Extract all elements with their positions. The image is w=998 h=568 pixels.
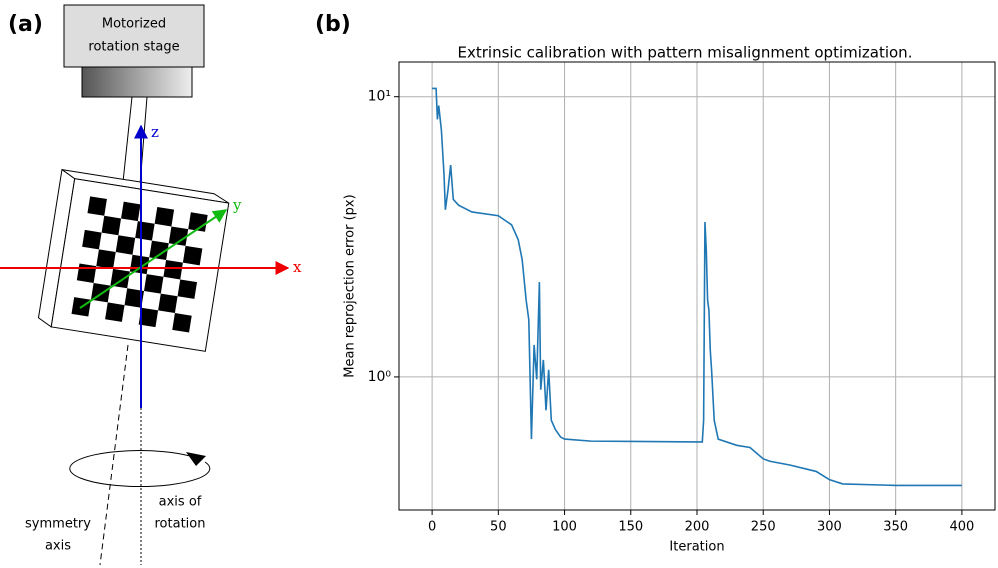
axis-label: z xyxy=(151,123,159,141)
check xyxy=(182,245,203,266)
motor xyxy=(81,66,193,98)
check xyxy=(124,288,144,308)
axis-label: x xyxy=(293,258,302,276)
check xyxy=(158,293,178,314)
diagram: (a) (b) Motorized rotation stage x y z s… xyxy=(0,4,351,566)
x-axis-label: Iteration xyxy=(669,540,724,555)
check xyxy=(168,226,189,246)
chart: Extrinsic calibration with pattern misal… xyxy=(343,44,996,555)
x-tick-label: 200 xyxy=(685,520,710,535)
check xyxy=(177,279,198,299)
check xyxy=(115,235,136,255)
panel-label: (b) xyxy=(315,12,351,37)
y-axis-arrow xyxy=(79,209,228,309)
y-tick-label: 10⁰ xyxy=(368,369,392,385)
check xyxy=(135,221,155,241)
x-tick-label: 300 xyxy=(817,520,842,535)
y-axis-label: Mean reprojection error (px) xyxy=(343,194,358,377)
check xyxy=(163,260,183,280)
y-tick-label: 10¹ xyxy=(368,89,391,105)
check xyxy=(96,249,116,269)
symmetry-axis xyxy=(99,344,129,566)
x-tick-label: 150 xyxy=(618,520,643,535)
check xyxy=(143,274,164,294)
symmetry-label: axis xyxy=(45,539,71,554)
panel-label: (a) xyxy=(8,12,43,37)
x-tick-label: 0 xyxy=(428,520,436,535)
x-tick-label: 350 xyxy=(883,520,908,535)
x-tick-label: 250 xyxy=(751,520,776,535)
stage xyxy=(63,4,205,68)
check xyxy=(101,215,122,236)
plot-frame xyxy=(398,61,996,511)
rotation-arrowhead xyxy=(186,452,206,466)
rotation-arrow xyxy=(69,450,211,488)
stage-label: rotation stage xyxy=(88,40,179,55)
check xyxy=(87,196,107,216)
check xyxy=(154,206,175,227)
rod xyxy=(122,96,148,186)
symmetry-label: symmetry xyxy=(25,517,91,532)
rotation-label: axis of xyxy=(159,495,202,510)
board xyxy=(37,168,230,352)
line xyxy=(432,87,962,487)
chart-title: Extrinsic calibration with pattern misal… xyxy=(458,44,913,62)
check xyxy=(138,307,159,328)
check xyxy=(129,254,150,275)
check xyxy=(172,313,192,333)
check xyxy=(82,229,102,250)
x-tick-label: 100 xyxy=(552,520,577,535)
x-tick-label: 400 xyxy=(949,520,974,535)
stage-label: Motorized xyxy=(102,17,166,32)
check xyxy=(149,240,169,261)
rotation-label: rotation xyxy=(155,517,206,532)
x-tick-label: 50 xyxy=(490,520,507,535)
check xyxy=(188,212,208,232)
check xyxy=(121,201,141,222)
axis-label: y xyxy=(232,196,242,214)
check xyxy=(76,263,97,283)
check xyxy=(105,302,125,322)
